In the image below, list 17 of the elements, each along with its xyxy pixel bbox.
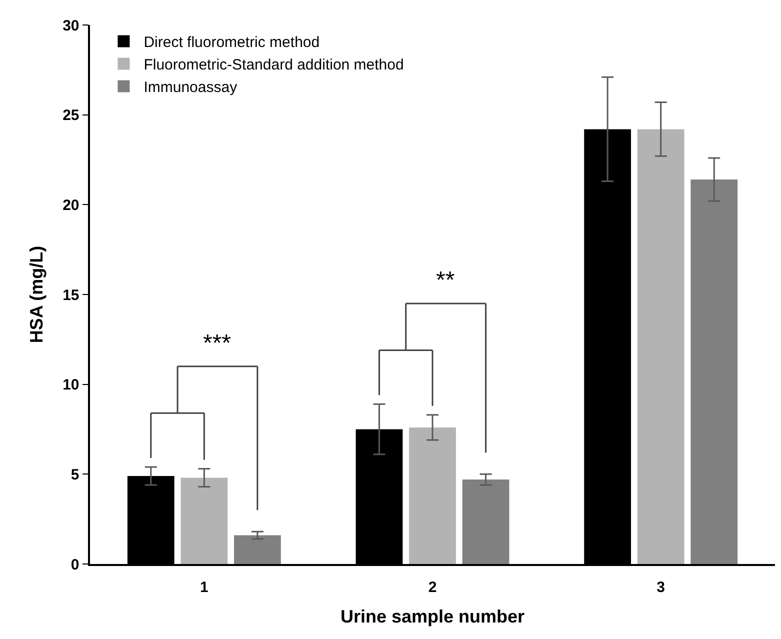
y-tick-label: 10 [62,376,80,394]
x-tick-label: 3 [656,578,665,596]
y-tick-label: 30 [62,17,80,34]
y-axis-title: HSA (mg/L) [26,246,46,344]
annotation: *** [203,330,232,357]
y-tick-label: 15 [62,286,80,304]
x-tick-label: 1 [200,578,208,596]
y-tick-label: 25 [62,107,80,124]
y-tick-label: 0 [70,556,80,574]
x-tick-label: 2 [428,578,437,596]
legend-label: Immunoassay [144,79,238,96]
legend-label: Direct fluorometric method [144,34,320,52]
x-axis-title: Urine sample number [340,606,525,626]
y-tick-label: 5 [70,466,80,484]
legend-label: Fluorometric-Standard addition method [144,56,404,74]
annotation: ** [436,267,455,294]
y-tick-label: 20 [62,196,80,214]
